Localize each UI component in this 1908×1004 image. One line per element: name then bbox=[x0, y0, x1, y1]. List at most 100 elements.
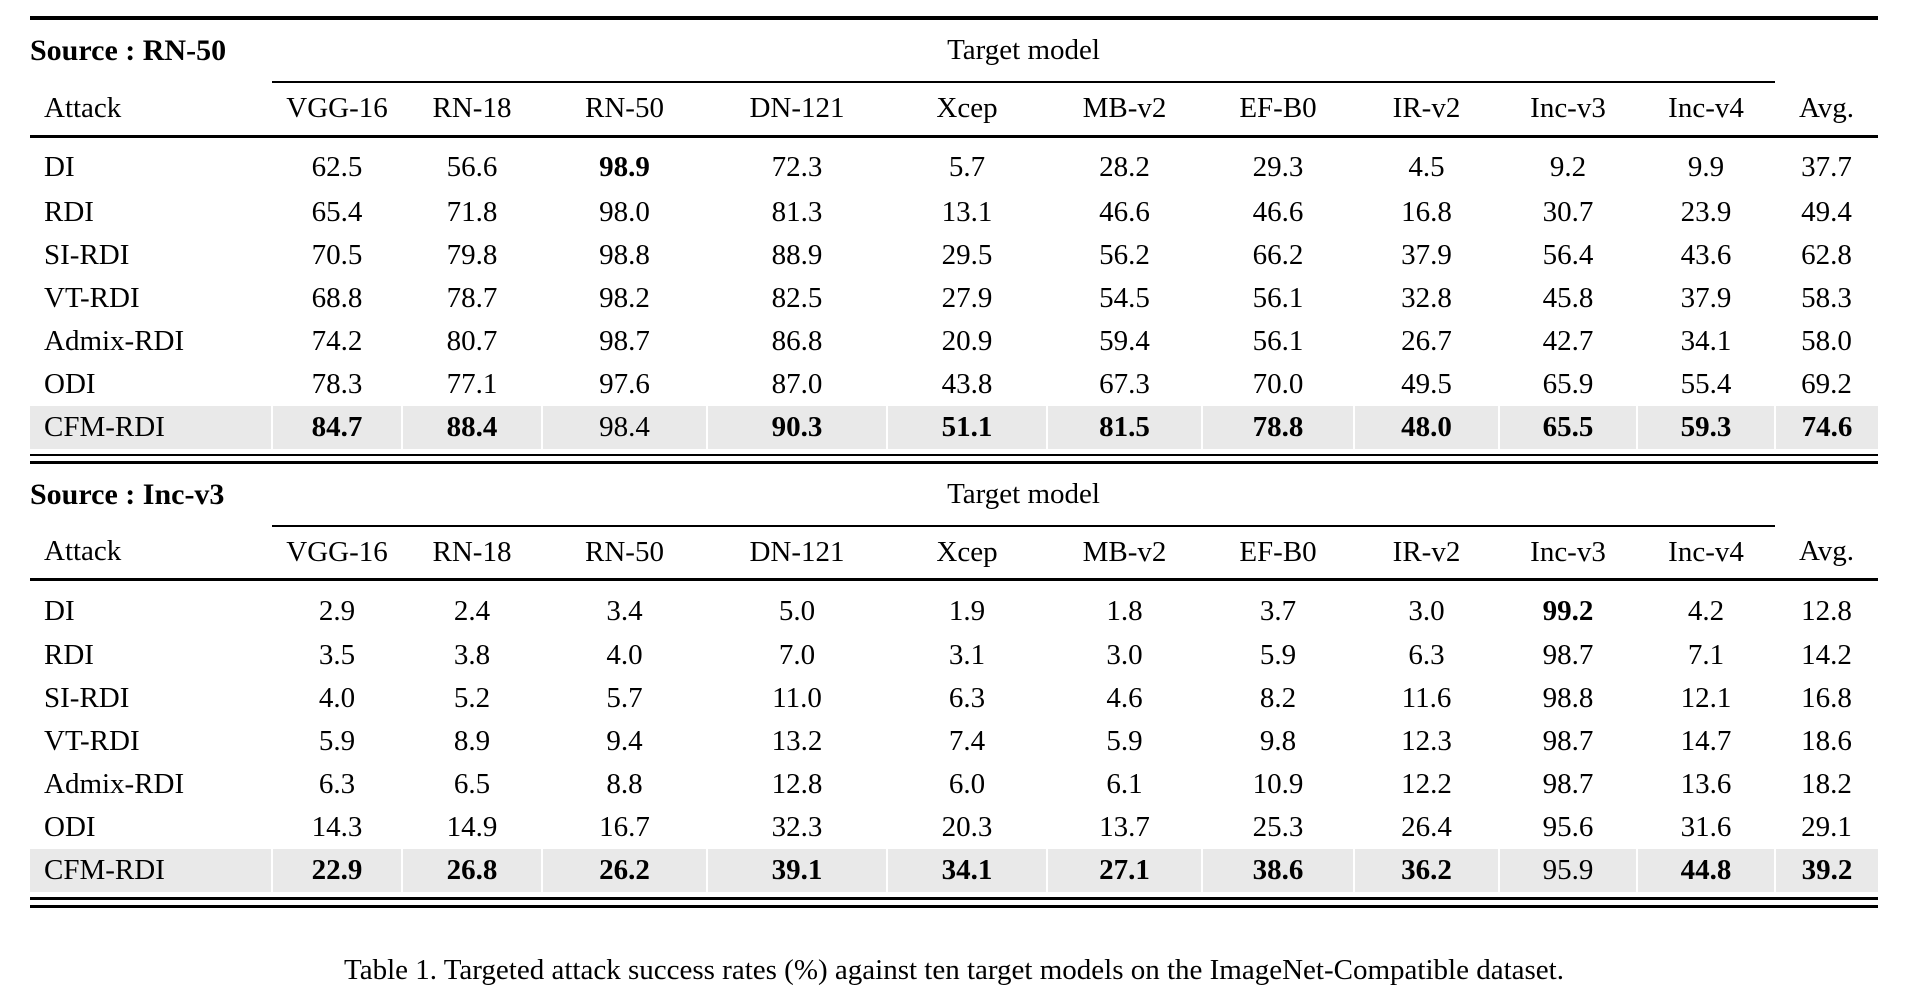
value-cell: 8.2 bbox=[1259, 682, 1297, 714]
value-cell: 5.0 bbox=[778, 594, 816, 627]
value-cell: 74.2 bbox=[311, 324, 363, 357]
attack-name-cell: Admix-RDI bbox=[44, 324, 185, 357]
results-table-source-rn50: Source : RN-50 Target model Attack VGG-1… bbox=[30, 20, 1879, 449]
value-cell: 82.5 bbox=[771, 281, 823, 314]
value-cell: 77.1 bbox=[446, 367, 498, 400]
value-cell: 9.9 bbox=[1687, 151, 1725, 183]
value-cell: 9.4 bbox=[606, 725, 643, 757]
value-cell: 98.7 bbox=[1542, 768, 1594, 800]
column-header: DN-121 bbox=[707, 82, 887, 138]
value-cell: 39.1 bbox=[706, 849, 887, 892]
value-cell: 6.0 bbox=[948, 768, 986, 800]
value-cell: 12.2 bbox=[1401, 768, 1452, 800]
value-cell: 26.2 bbox=[541, 849, 707, 892]
column-header: EF-B0 bbox=[1202, 525, 1354, 581]
value-cell: 12.8 bbox=[1801, 594, 1852, 627]
value-cell: 18.6 bbox=[1801, 725, 1852, 757]
value-cell: 59.4 bbox=[1099, 324, 1150, 357]
attack-name-cell: VT-RDI bbox=[44, 725, 140, 757]
table-row: SI-RDI 4.0 5.2 5.7 11.0 6.3 4.6 8.2 11.6 98.8 12.1… bbox=[30, 677, 1878, 720]
value-cell: 69.2 bbox=[1801, 367, 1852, 400]
value-cell: 34.1 bbox=[1680, 324, 1732, 357]
value-cell: 6.3 bbox=[948, 682, 986, 714]
column-header: Inc-v4 bbox=[1637, 525, 1776, 581]
value-cell: 59.3 bbox=[1635, 405, 1776, 449]
value-cell: 4.0 bbox=[318, 682, 356, 714]
column-header: Xcep bbox=[887, 525, 1047, 581]
value-cell: 12.1 bbox=[1680, 682, 1732, 714]
value-cell: 97.6 bbox=[599, 367, 650, 400]
value-cell: 32.8 bbox=[1401, 281, 1452, 314]
column-header: Xcep bbox=[887, 82, 1047, 138]
table-row: CFM-RDI 22.9 26.8 26.2 39.1 34.1 27.1 38.6 36.2 9… bbox=[30, 849, 1879, 892]
column-header: RN-18 bbox=[402, 525, 542, 581]
value-cell: 65.5 bbox=[1498, 405, 1637, 449]
table-row: DI 62.5 56.6 98.9 72.3 5.7 28.2 29.3 4.5 9.2 9.9 37… bbox=[30, 136, 1878, 191]
value-cell: 65.9 bbox=[1542, 367, 1594, 400]
attack-name-cell: ODI bbox=[44, 811, 96, 843]
value-cell: 25.3 bbox=[1252, 811, 1304, 843]
value-cell: 4.6 bbox=[1106, 682, 1143, 714]
value-cell: 8.8 bbox=[606, 768, 643, 800]
value-cell: 98.7 bbox=[599, 324, 650, 357]
value-cell: 98.4 bbox=[541, 405, 707, 449]
attack-name-cell: RDI bbox=[44, 195, 94, 228]
value-cell: 98.7 bbox=[1542, 725, 1594, 757]
value-cell: 29.1 bbox=[1801, 811, 1852, 843]
value-cell: 87.0 bbox=[771, 367, 823, 400]
value-cell: 11.0 bbox=[772, 682, 822, 714]
value-cell: 88.4 bbox=[401, 405, 542, 449]
table-caption: Table 1. Targeted attack success rates (… bbox=[344, 954, 1564, 986]
spacer-cell bbox=[1775, 464, 1878, 526]
value-cell: 95.9 bbox=[1498, 849, 1637, 892]
value-cell: 98.2 bbox=[599, 281, 650, 314]
value-cell: 10.9 bbox=[1252, 768, 1304, 800]
value-cell: 78.3 bbox=[311, 367, 363, 400]
value-cell: 99.2 bbox=[1542, 594, 1594, 627]
column-header: Inc-v4 bbox=[1637, 82, 1776, 138]
value-cell: 6.3 bbox=[1408, 639, 1445, 671]
column-header-row: Attack VGG-16 RN-18 RN-50 DN-121 Xcep MB… bbox=[30, 525, 1879, 581]
value-cell: 98.8 bbox=[1542, 682, 1594, 714]
value-cell: 16.8 bbox=[1401, 195, 1452, 228]
value-cell: 30.7 bbox=[1542, 195, 1594, 228]
table-row: Admix-RDI 74.2 80.7 98.7 86.8 20.9 59.4 56.1 26.… bbox=[30, 320, 1878, 363]
column-header: VGG-16 bbox=[272, 525, 402, 581]
value-cell: 44.8 bbox=[1635, 849, 1776, 892]
value-cell: 98.8 bbox=[599, 238, 650, 271]
table-row: RDI 3.5 3.8 4.0 7.0 3.1 3.0 5.9 6.3 98.7 7.1 14.2 bbox=[30, 634, 1878, 677]
column-header: Avg. bbox=[1775, 525, 1879, 581]
value-cell: 80.7 bbox=[446, 324, 498, 357]
table-row: SI-RDI 70.5 79.8 98.8 88.9 29.5 56.2 66.2 37.9 56… bbox=[30, 234, 1878, 277]
column-header: IR-v2 bbox=[1354, 525, 1499, 581]
value-cell: 70.5 bbox=[311, 238, 363, 271]
value-cell: 27.1 bbox=[1046, 849, 1202, 892]
column-header: RN-50 bbox=[542, 82, 707, 138]
column-header: MB-v2 bbox=[1047, 525, 1202, 581]
attack-name-cell: Admix-RDI bbox=[44, 768, 185, 800]
value-cell: 98.7 bbox=[1542, 639, 1594, 671]
value-cell: 26.4 bbox=[1401, 811, 1452, 843]
value-cell: 7.0 bbox=[778, 639, 816, 671]
value-cell: 28.2 bbox=[1099, 151, 1150, 183]
value-cell: 81.5 bbox=[1046, 405, 1202, 449]
value-cell: 49.4 bbox=[1801, 195, 1852, 228]
value-cell: 11.6 bbox=[1401, 682, 1452, 714]
value-cell: 13.2 bbox=[771, 725, 823, 757]
value-cell: 13.1 bbox=[941, 195, 993, 228]
attack-name-cell: SI-RDI bbox=[44, 682, 130, 714]
value-cell: 48.0 bbox=[1353, 405, 1499, 449]
value-cell: 8.9 bbox=[453, 725, 491, 757]
value-cell: 26.8 bbox=[401, 849, 542, 892]
value-cell: 7.1 bbox=[1687, 639, 1725, 671]
value-cell: 3.8 bbox=[453, 639, 491, 671]
value-cell: 1.8 bbox=[1106, 594, 1143, 627]
value-cell: 23.9 bbox=[1680, 195, 1732, 228]
value-cell: 38.6 bbox=[1201, 849, 1354, 892]
attack-name-cell: DI bbox=[44, 151, 75, 183]
value-cell: 37.9 bbox=[1401, 238, 1452, 271]
value-cell: 14.7 bbox=[1680, 725, 1732, 757]
column-header-attack: Attack bbox=[30, 525, 272, 581]
target-model-header: Target model bbox=[272, 463, 1776, 527]
value-cell: 56.1 bbox=[1252, 324, 1304, 357]
